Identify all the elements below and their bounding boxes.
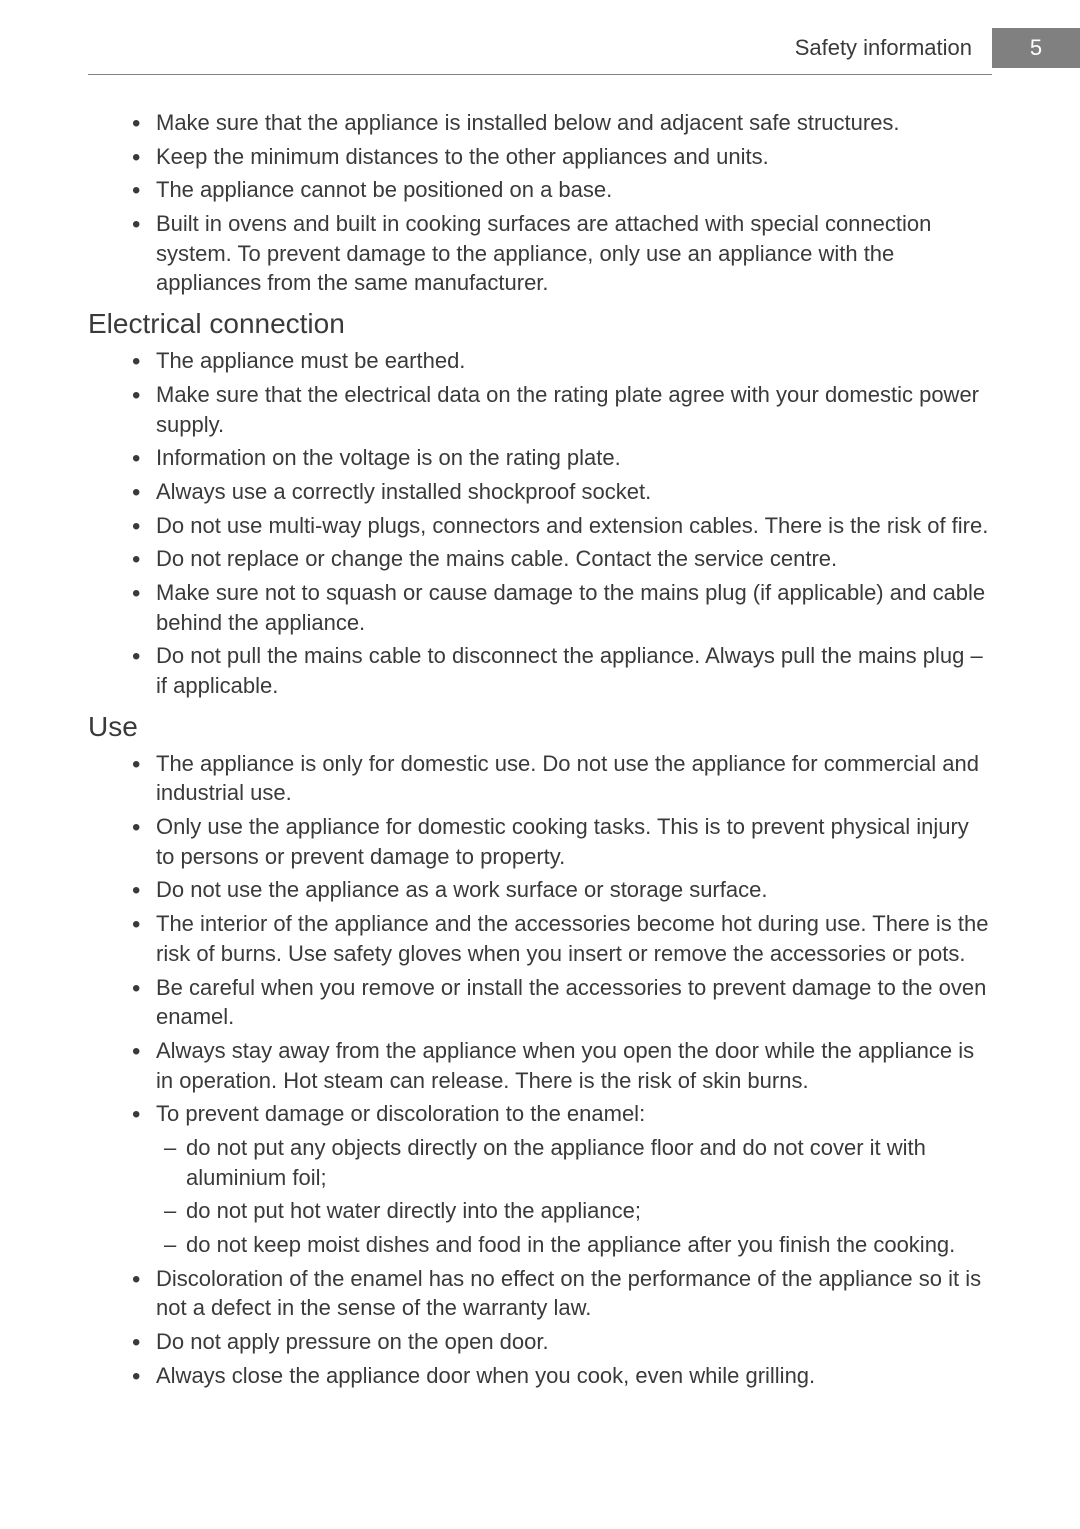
list-item: The interior of the appliance and the ac… xyxy=(156,909,992,968)
page-header: Safety information 5 xyxy=(795,28,1080,68)
list-item: Do not pull the mains cable to disconnec… xyxy=(156,641,992,700)
list-item: To prevent damage or discoloration to th… xyxy=(156,1099,992,1259)
list-item: Keep the minimum distances to the other … xyxy=(156,142,992,172)
list-item: Do not replace or change the mains cable… xyxy=(156,544,992,574)
list-item: Be careful when you remove or install th… xyxy=(156,973,992,1032)
list-item: Make sure not to squash or cause damage … xyxy=(156,578,992,637)
list-item: Only use the appliance for domestic cook… xyxy=(156,812,992,871)
list-item: Information on the voltage is on the rat… xyxy=(156,443,992,473)
intro-bullet-list: Make sure that the appliance is installe… xyxy=(88,108,992,298)
list-item: Make sure that the appliance is installe… xyxy=(156,108,992,138)
use-bullet-list: The appliance is only for domestic use. … xyxy=(88,749,992,1391)
page-number: 5 xyxy=(1030,35,1042,61)
sub-list-item: do not put any objects directly on the a… xyxy=(186,1133,992,1192)
list-item: Make sure that the electrical data on th… xyxy=(156,380,992,439)
list-item: Do not use multi-way plugs, connectors a… xyxy=(156,511,992,541)
header-section-title: Safety information xyxy=(795,35,992,61)
use-heading: Use xyxy=(88,711,992,743)
electrical-heading: Electrical connection xyxy=(88,308,992,340)
list-item: Built in ovens and built in cooking surf… xyxy=(156,209,992,298)
list-item: The appliance cannot be positioned on a … xyxy=(156,175,992,205)
list-item: The appliance is only for domestic use. … xyxy=(156,749,992,808)
sub-list: do not put any objects directly on the a… xyxy=(156,1133,992,1260)
list-item: Discoloration of the enamel has no effec… xyxy=(156,1264,992,1323)
list-item: Do not apply pressure on the open door. xyxy=(156,1327,992,1357)
header-divider xyxy=(88,74,992,75)
list-item: Do not use the appliance as a work surfa… xyxy=(156,875,992,905)
sub-list-item: do not put hot water directly into the a… xyxy=(186,1196,992,1226)
page-content: Make sure that the appliance is installe… xyxy=(88,108,992,1394)
sub-list-item: do not keep moist dishes and food in the… xyxy=(186,1230,992,1260)
list-item: Always use a correctly installed shockpr… xyxy=(156,477,992,507)
page-number-badge: 5 xyxy=(992,28,1080,68)
list-item: The appliance must be earthed. xyxy=(156,346,992,376)
list-item: Always stay away from the appliance when… xyxy=(156,1036,992,1095)
list-item: Always close the appliance door when you… xyxy=(156,1361,992,1391)
electrical-bullet-list: The appliance must be earthed. Make sure … xyxy=(88,346,992,701)
